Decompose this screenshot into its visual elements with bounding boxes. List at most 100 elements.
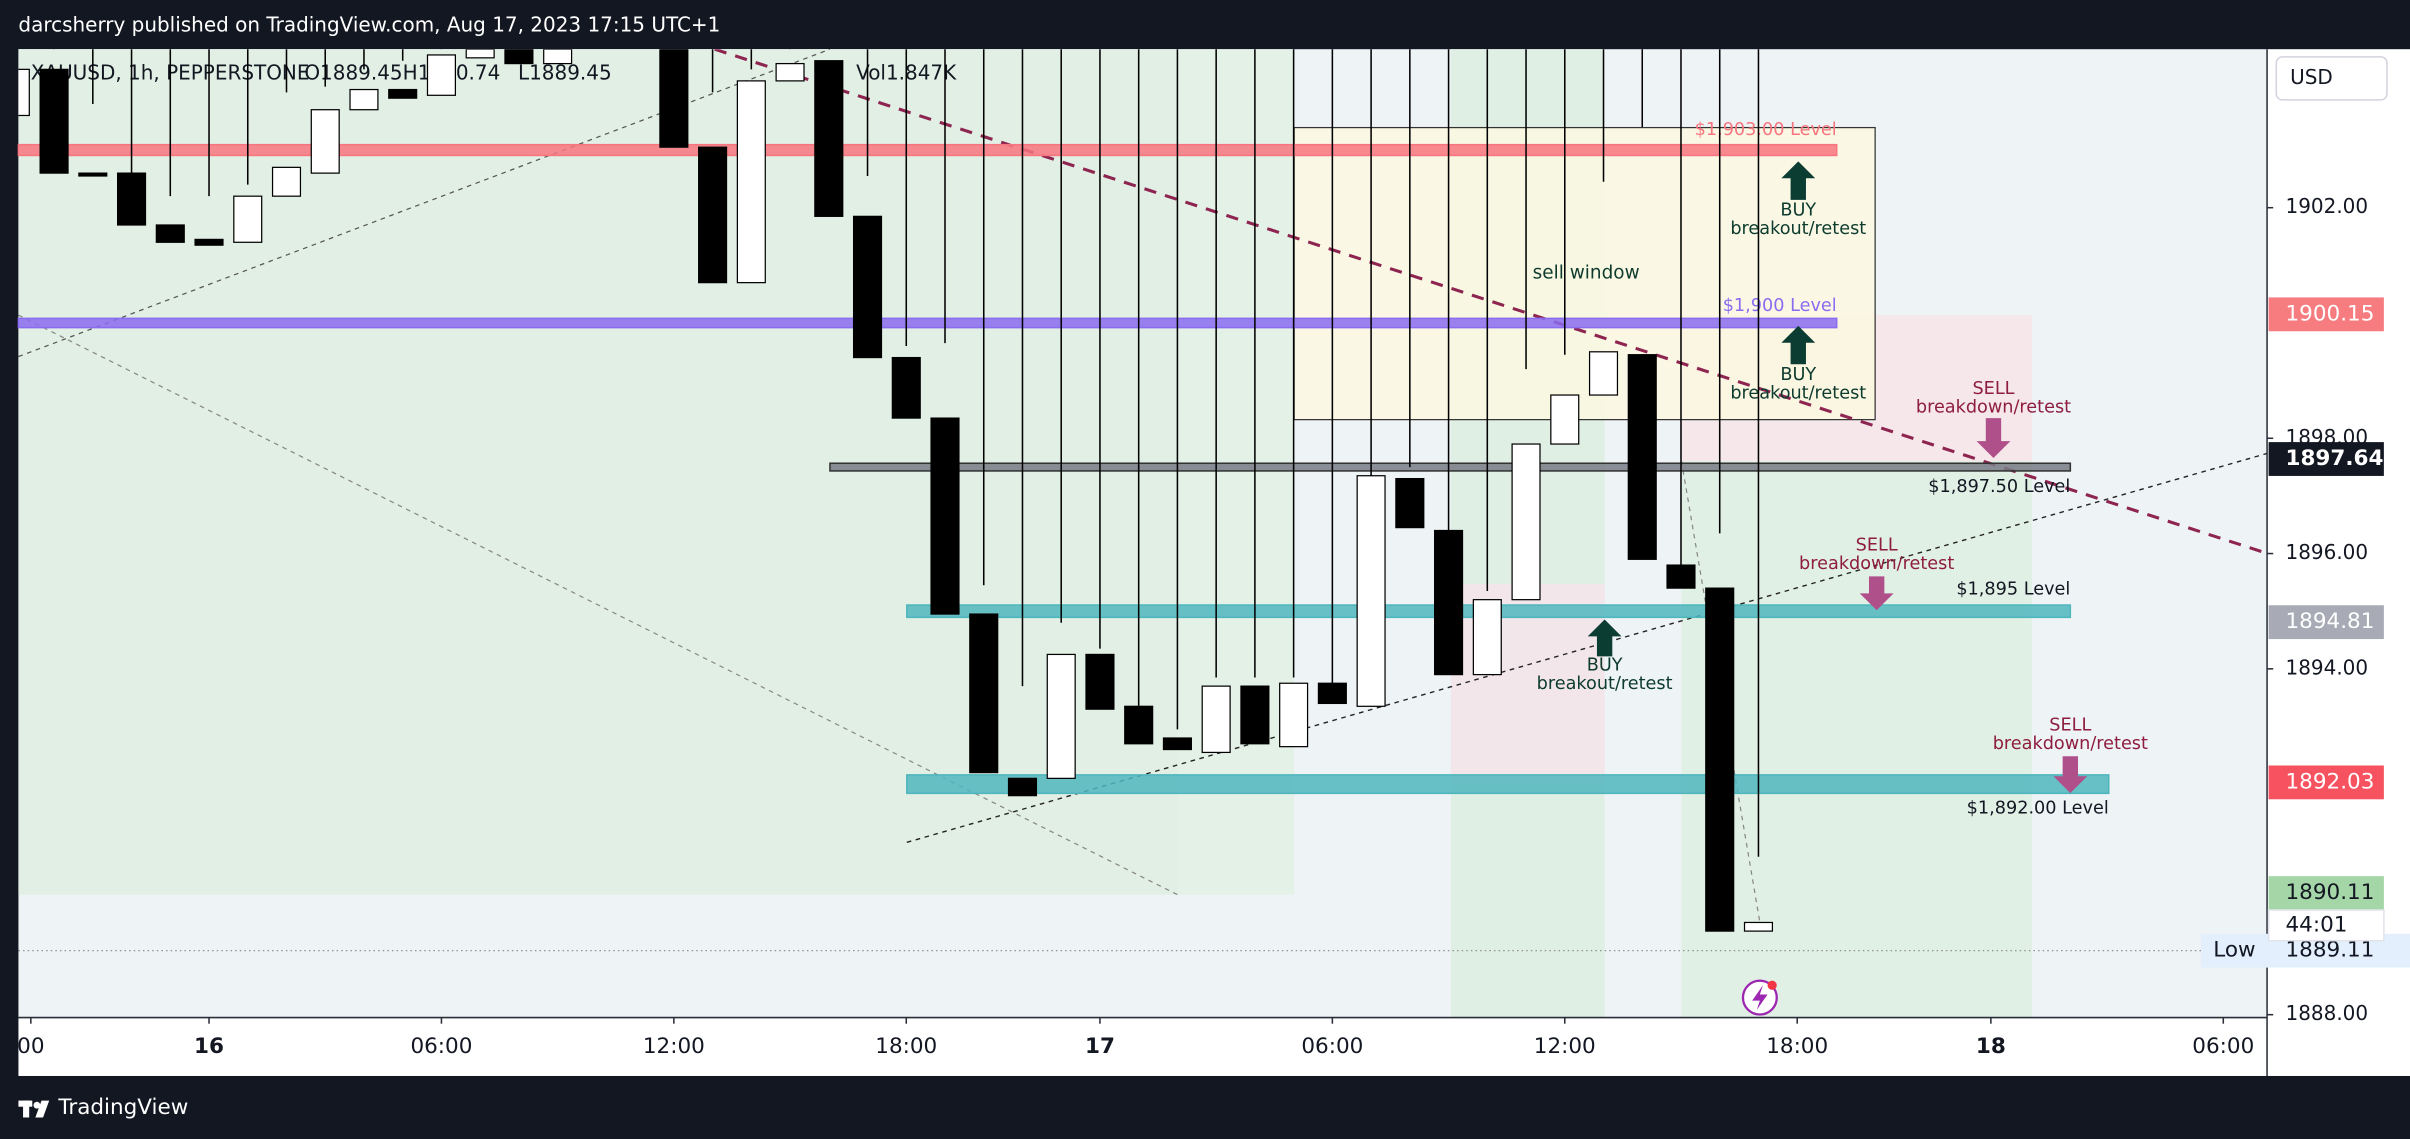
x-tick-label: 16 <box>194 1034 224 1059</box>
signal-detail: breakout/retest <box>1730 219 1866 239</box>
time-axis <box>18 1017 2268 1076</box>
candle-body <box>1666 564 1696 589</box>
candle-body <box>1124 705 1154 745</box>
x-tick-label: 12:00 <box>1534 1034 1596 1059</box>
levels: $1,903.00 Level $1,900 Level $1,897.50 Lev… <box>17 120 2110 819</box>
candle-body <box>1743 921 1774 932</box>
y-tick-label: 1896.00 <box>2286 540 2369 564</box>
x-tick-label: 06:00 <box>410 1034 472 1059</box>
candle-body <box>1588 351 1619 396</box>
level-label: $1,900 Level <box>1723 296 1837 316</box>
signal-detail: breakout/retest <box>1537 674 1673 694</box>
x-tick-label: 18:00 <box>875 1034 937 1059</box>
signal-detail: breakout/retest <box>1730 384 1866 404</box>
countdown-badge <box>2267 909 2385 942</box>
ohlc-low: L1889.45 <box>518 60 612 84</box>
level-label: $1,892.00 Level <box>1967 799 2109 819</box>
candle-body <box>504 49 534 65</box>
x-tick-label: 06:00 <box>1301 1034 1363 1059</box>
candle-body <box>349 88 379 111</box>
level-band <box>17 317 1838 329</box>
candle-body <box>1201 685 1231 754</box>
candle-body <box>155 224 185 243</box>
signal-detail: breakdown/retest <box>1993 734 2148 754</box>
signal-detail: breakdown/retest <box>1916 397 2071 417</box>
candle-body <box>814 60 844 217</box>
price-label: 1892.03 <box>2286 769 2375 794</box>
price-badge <box>2268 605 2384 640</box>
currency-button[interactable] <box>2275 56 2388 101</box>
price-label: 1897.64 <box>2286 446 2384 471</box>
candle-body <box>465 49 495 59</box>
x-tick-label: 17 <box>1085 1034 1115 1059</box>
low-value: 1889.11 <box>2286 938 2375 963</box>
candle-body <box>388 88 418 99</box>
candle-body <box>1395 478 1425 529</box>
candle-body <box>1511 443 1541 601</box>
candle-body <box>698 146 728 284</box>
candle-body <box>116 172 147 226</box>
sell-window-box <box>1293 126 1876 421</box>
signal-arrow <box>2053 756 2088 794</box>
candle-body <box>1627 354 1657 560</box>
candle-body <box>775 62 805 82</box>
alert-dot <box>1767 980 1777 990</box>
candle-body <box>969 613 999 774</box>
candle-body <box>1240 685 1270 745</box>
signal-label: SELL <box>1972 379 2014 399</box>
candle-body <box>1705 587 1735 932</box>
x-tick-label: 06:00 <box>2192 1034 2254 1059</box>
level-label: $1,903.00 Level <box>1695 120 1837 140</box>
currency[interactable]: USD <box>2290 65 2333 89</box>
price-label: 1900.15 <box>2286 301 2375 326</box>
candle-body <box>271 166 302 197</box>
candle-body <box>310 109 340 174</box>
signal-label: SELL <box>2049 716 2091 736</box>
candle-body <box>39 68 69 174</box>
candle-body <box>1085 653 1115 710</box>
candle-body <box>426 54 456 96</box>
ohlc-open: O1889.45 <box>304 60 402 84</box>
price-badge <box>2268 876 2384 910</box>
candle-body <box>543 49 573 65</box>
candle-body <box>852 215 883 359</box>
level-label: $1,895 Level <box>1956 580 2070 600</box>
session-zone <box>18 49 1178 895</box>
trend-line <box>18 49 831 358</box>
level-band <box>906 774 2110 795</box>
candle-body <box>1162 737 1192 751</box>
candle-body <box>78 172 108 177</box>
alert-bolt <box>1752 985 1768 1010</box>
candle-body <box>1472 599 1502 676</box>
low-label: Low <box>2213 938 2255 963</box>
y-tick-label: 1888.00 <box>2286 1001 2369 1025</box>
y-tick-label: 1894.00 <box>2286 655 2369 679</box>
signal-arrow <box>1781 161 1816 200</box>
candle-body <box>930 417 960 615</box>
signal-detail: breakdown/retest <box>1799 554 1954 574</box>
signal-label: SELL <box>1856 536 1898 556</box>
countdown: 44:01 <box>2286 912 2348 937</box>
signal-label: BUY <box>1780 201 1816 221</box>
candle-body <box>194 238 224 246</box>
candle-body <box>1279 682 1309 748</box>
y-tick-label: 1902.00 <box>2286 194 2369 218</box>
candle-body <box>659 49 689 148</box>
level-band <box>17 143 1838 157</box>
signal-arrow <box>1976 418 2011 459</box>
trend-line <box>18 314 1178 896</box>
candle-body <box>18 68 30 117</box>
x-tick-label: 18:00 <box>1766 1034 1828 1059</box>
candle-body <box>1317 682 1347 705</box>
candle-body <box>891 356 921 419</box>
x-tick-label: 12:00 <box>643 1034 705 1059</box>
signal-label: BUY <box>1780 365 1816 385</box>
price-badge <box>2268 442 2384 476</box>
price-label: 1890.11 <box>2286 880 2375 905</box>
candle-body <box>233 195 263 243</box>
signal-label: BUY <box>1587 656 1623 676</box>
candle-body <box>1007 777 1038 797</box>
